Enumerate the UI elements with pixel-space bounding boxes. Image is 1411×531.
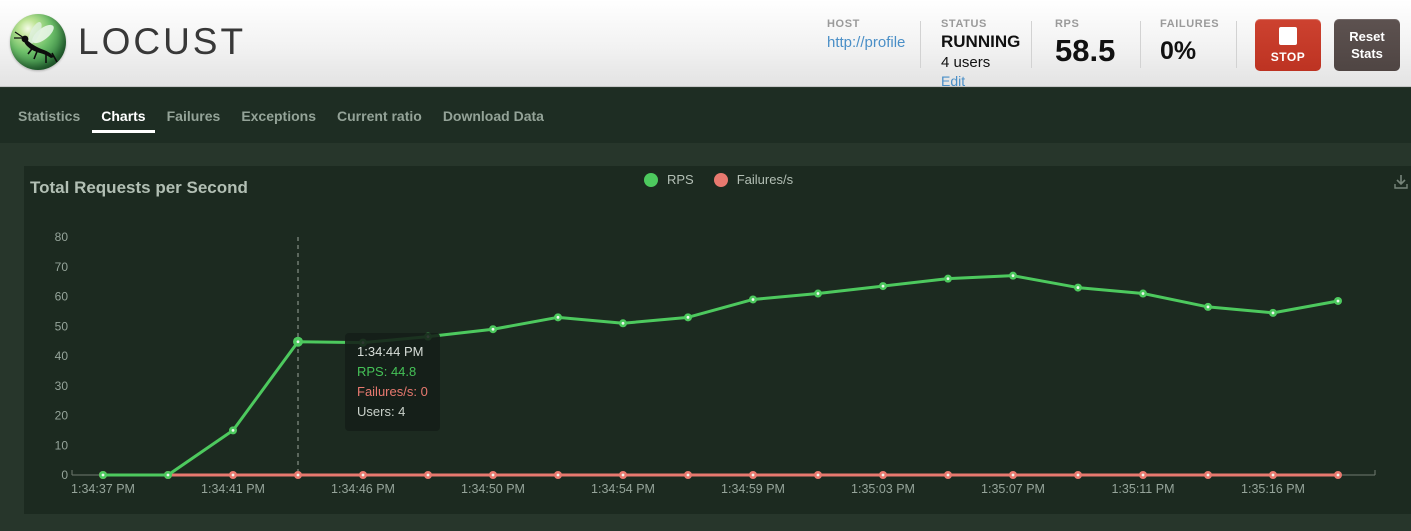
tab-failures[interactable]: Failures [166, 107, 221, 124]
svg-text:10: 10 [55, 438, 69, 452]
locust-logo-icon [10, 14, 66, 70]
tab-statistics[interactable]: Statistics [18, 107, 81, 124]
failures-legend-dot-icon [713, 172, 728, 187]
logo: LOCUST [10, 14, 246, 70]
host-link[interactable]: http://profile [827, 34, 906, 51]
app-title: LOCUST [78, 21, 247, 62]
rps-chart-svg[interactable]: 0 10 20 30 40 50 60 70 80 1:34:37 PM 1:34:41 PM 1:3… [24, 166, 1411, 514]
status-label: STATUS [941, 18, 987, 30]
rps-value: 58.5 [1055, 33, 1116, 68]
svg-text:1:34:54 PM: 1:34:54 PM [591, 482, 655, 496]
rps-legend-dot-icon [644, 172, 658, 187]
stop-button[interactable]: STOP [1255, 19, 1321, 71]
svg-text:1:35:03 PM: 1:35:03 PM [851, 482, 915, 496]
legend-item-rps[interactable]: RPS [644, 172, 694, 187]
svg-text:1:35:11 PM: 1:35:11 PM [1111, 482, 1174, 496]
chart-title: Total Requests per Second [30, 178, 248, 197]
svg-text:0: 0 [61, 468, 68, 482]
rps-label: RPS [1055, 18, 1080, 30]
divider [920, 21, 921, 68]
svg-text:1:34:59 PM: 1:34:59 PM [721, 482, 785, 496]
divider [1031, 21, 1032, 68]
status-value: RUNNING [941, 32, 1021, 51]
chart-legend: RPS Failures/s [644, 172, 793, 187]
reset-stats-button[interactable]: Reset Stats [1334, 19, 1400, 71]
svg-text:30: 30 [55, 379, 69, 393]
failures-value: 0% [1160, 37, 1197, 65]
host-label: HOST [827, 18, 860, 30]
svg-text:1:34:37 PM: 1:34:37 PM [71, 482, 135, 496]
page-content: Total Requests per Second RPS Failures/s… [0, 143, 1411, 531]
svg-text:70: 70 [55, 260, 69, 274]
stop-square-icon [1279, 26, 1297, 45]
host-block: HOST http://profile [827, 18, 905, 51]
download-chart-icon[interactable] [1392, 173, 1410, 191]
legend-item-failures[interactable]: Failures/s [713, 172, 793, 187]
edit-link[interactable]: Edit [941, 73, 966, 89]
svg-text:1:35:07 PM: 1:35:07 PM [981, 482, 1045, 496]
tab-download-data[interactable]: Download Data [442, 107, 544, 124]
svg-text:1:34:46 PM: 1:34:46 PM [331, 482, 395, 496]
rps-block: RPS 58.5 [1055, 18, 1115, 69]
tab-current-ratio[interactable]: Current ratio [337, 107, 422, 124]
svg-text:1:34:41 PM: 1:34:41 PM [201, 482, 265, 496]
rps-chart-panel: Total Requests per Second RPS Failures/s… [24, 166, 1411, 514]
svg-text:1:34:50 PM: 1:34:50 PM [461, 482, 525, 496]
svg-text:50: 50 [55, 319, 69, 333]
svg-text:80: 80 [55, 230, 69, 244]
svg-text:60: 60 [55, 290, 69, 304]
tab-exceptions[interactable]: Exceptions [241, 107, 317, 124]
svg-text:20: 20 [55, 409, 69, 423]
svg-text:1:35:16 PM: 1:35:16 PM [1241, 482, 1305, 496]
svg-text:40: 40 [55, 349, 69, 363]
status-block: STATUS RUNNING 4 users Edit [941, 18, 1020, 89]
tab-charts[interactable]: Charts [92, 88, 156, 143]
user-count: 4 users [941, 54, 991, 71]
main-nav: Statistics Charts Failures Exceptions Cu… [0, 88, 1411, 143]
divider [1236, 21, 1237, 68]
failures-label: FAILURES [1160, 18, 1220, 30]
failures-block: FAILURES 0% [1160, 18, 1219, 66]
divider [1140, 21, 1141, 68]
top-header: LOCUST HOST http://profile STATUS RUNNIN… [0, 0, 1411, 89]
